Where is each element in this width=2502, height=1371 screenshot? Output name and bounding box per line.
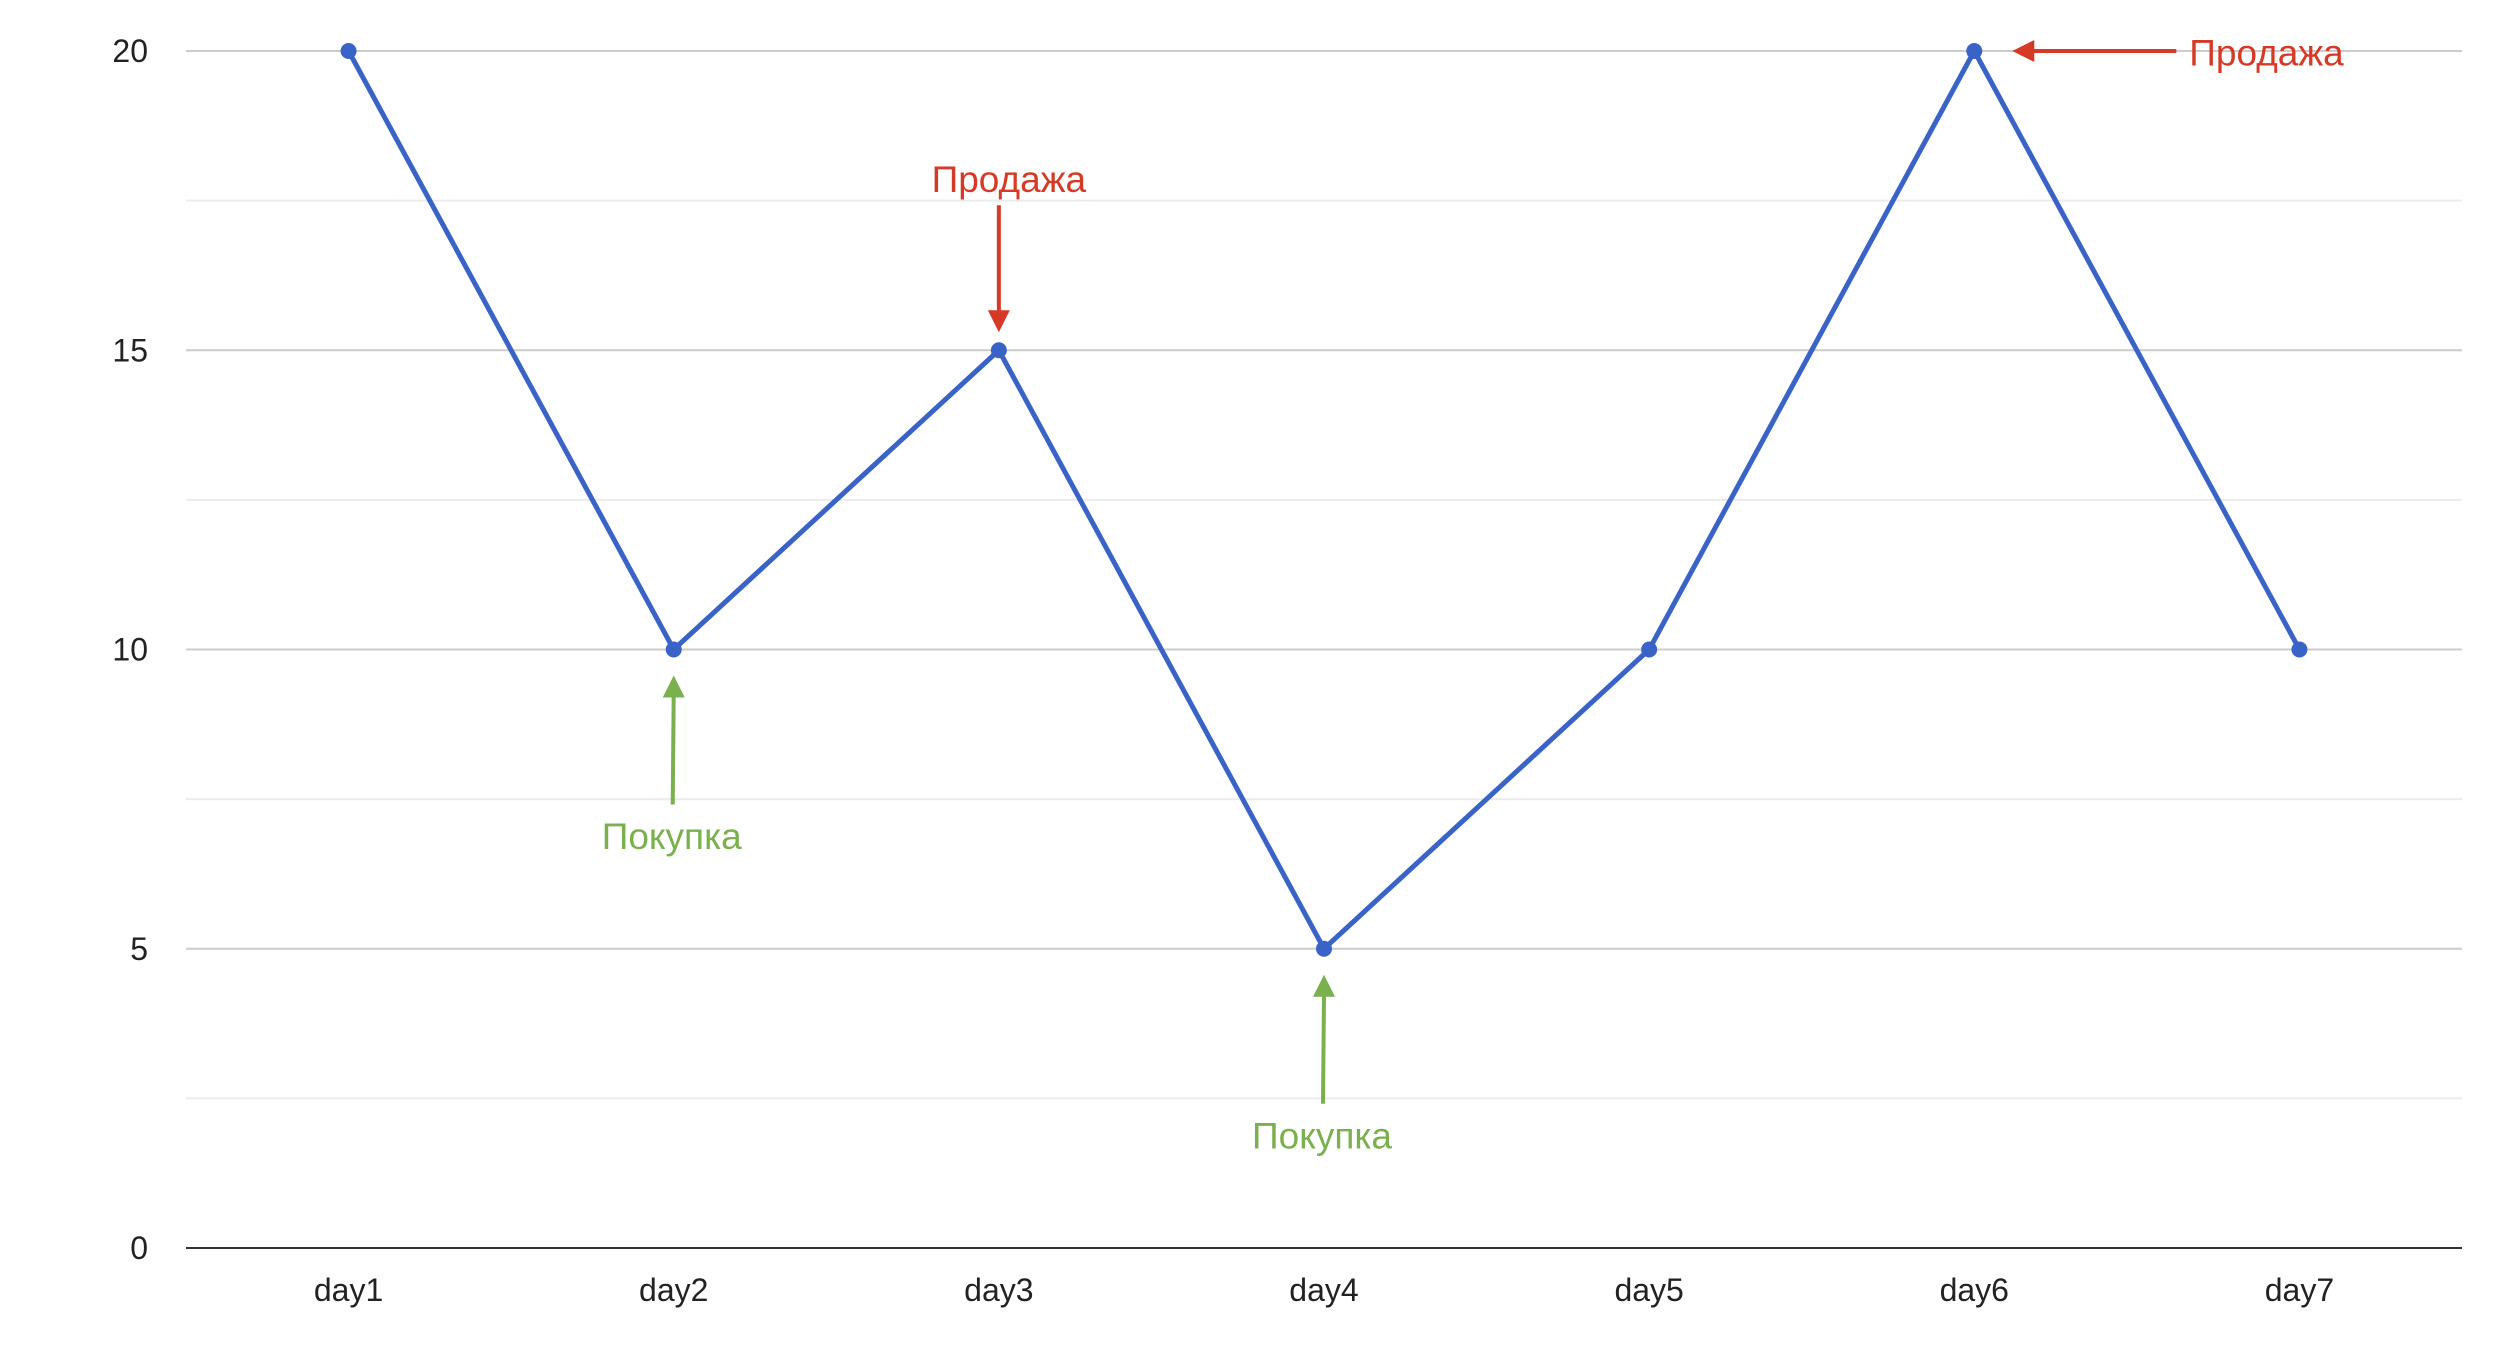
- y-tick-label: 20: [112, 33, 148, 69]
- annotation-layer: Покупка Продажа Покупка Продажа: [602, 33, 2344, 1157]
- x-tick-label: day4: [1289, 1272, 1358, 1308]
- data-point: [1316, 940, 1332, 957]
- x-tick-label: day7: [2265, 1272, 2334, 1308]
- y-tick-label: 15: [112, 332, 148, 368]
- annotation-arrow-head: [987, 310, 1010, 333]
- x-tick-label: day2: [639, 1272, 708, 1308]
- x-tick-label: day6: [1940, 1272, 2009, 1308]
- y-tick-label: 0: [130, 1230, 148, 1266]
- y-tick-label: 10: [112, 632, 148, 668]
- annotation-label-sell: Продажа: [2189, 33, 2344, 74]
- annotation-arrow-head: [2012, 40, 2035, 62]
- annotation-arrow-head: [1313, 974, 1335, 997]
- data-point: [990, 342, 1007, 359]
- data-point: [1966, 43, 1983, 59]
- y-tick-label: 5: [130, 931, 148, 967]
- annotation-arrow-shaft: [1321, 992, 1326, 1104]
- annotation-label-buy: Покупка: [1252, 1115, 1392, 1156]
- annotation-arrow-shaft: [670, 693, 676, 805]
- annotation-arrow-head: [662, 675, 685, 698]
- annotation-label-buy: Покупка: [602, 816, 742, 857]
- x-tick-label: day5: [1614, 1272, 1683, 1308]
- data-point: [2291, 641, 2308, 658]
- series-layer: [340, 43, 2308, 957]
- x-tick-label: day1: [314, 1272, 383, 1308]
- x-tick-label: day3: [964, 1272, 1033, 1308]
- axis-layer: 0 5 10 15 20 day1 day2 day3 day4 day5 day6 day7: [112, 33, 2462, 1308]
- data-point: [1641, 641, 1658, 658]
- annotation-label-sell: Продажа: [932, 159, 1087, 200]
- data-point: [340, 43, 357, 59]
- data-point: [665, 641, 682, 658]
